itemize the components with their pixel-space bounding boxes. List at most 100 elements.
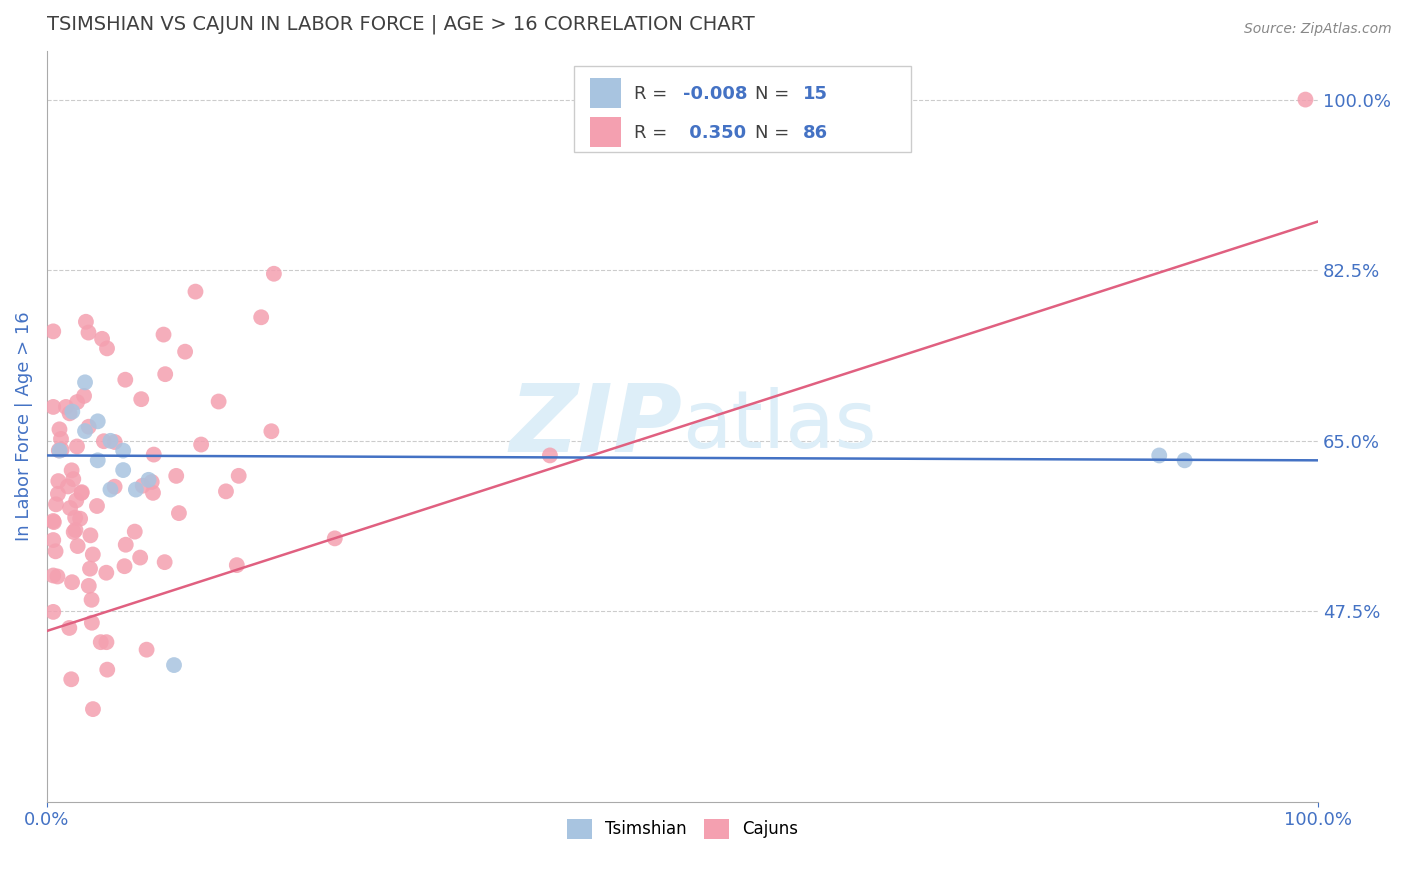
Cajuns bbox=[96, 342, 118, 356]
Cajuns bbox=[60, 463, 83, 477]
Cajuns bbox=[79, 528, 101, 542]
Cajuns bbox=[207, 394, 229, 409]
Cajuns bbox=[96, 566, 118, 580]
Tsimshian bbox=[163, 658, 186, 673]
Cajuns bbox=[263, 267, 285, 281]
Text: -0.008: -0.008 bbox=[682, 86, 747, 103]
Cajuns bbox=[59, 406, 82, 420]
Text: ZIP: ZIP bbox=[509, 380, 682, 472]
Cajuns bbox=[96, 635, 118, 649]
Cajuns bbox=[62, 524, 84, 539]
Tsimshian bbox=[73, 424, 96, 438]
Cajuns bbox=[42, 605, 65, 619]
Cajuns bbox=[55, 400, 77, 414]
Cajuns bbox=[66, 395, 89, 409]
Y-axis label: In Labor Force | Age > 16: In Labor Force | Age > 16 bbox=[15, 311, 32, 541]
Cajuns bbox=[77, 326, 100, 340]
Cajuns bbox=[63, 510, 86, 524]
Cajuns bbox=[66, 539, 89, 553]
Cajuns bbox=[96, 663, 118, 677]
Cajuns bbox=[538, 449, 561, 463]
Text: R =: R = bbox=[634, 86, 673, 103]
Tsimshian bbox=[87, 453, 110, 467]
Cajuns bbox=[48, 443, 70, 458]
Cajuns bbox=[129, 550, 152, 565]
Tsimshian bbox=[125, 483, 148, 497]
Text: Source: ZipAtlas.com: Source: ZipAtlas.com bbox=[1244, 22, 1392, 37]
Legend: Tsimshian, Cajuns: Tsimshian, Cajuns bbox=[561, 812, 804, 846]
Cajuns bbox=[60, 575, 83, 590]
Text: 15: 15 bbox=[803, 86, 828, 103]
Text: N =: N = bbox=[755, 86, 794, 103]
Cajuns bbox=[114, 538, 136, 552]
Cajuns bbox=[190, 437, 212, 451]
Cajuns bbox=[65, 493, 87, 508]
Cajuns bbox=[165, 468, 187, 483]
Cajuns bbox=[104, 435, 127, 450]
Cajuns bbox=[104, 480, 127, 494]
Cajuns bbox=[45, 497, 67, 511]
Cajuns bbox=[58, 621, 80, 635]
Tsimshian bbox=[100, 434, 122, 448]
Cajuns bbox=[93, 434, 115, 449]
Cajuns bbox=[45, 544, 67, 558]
Tsimshian bbox=[48, 443, 70, 458]
Cajuns bbox=[215, 484, 238, 499]
Cajuns bbox=[69, 511, 91, 525]
Cajuns bbox=[42, 400, 65, 414]
Tsimshian bbox=[138, 473, 160, 487]
Cajuns bbox=[167, 506, 190, 520]
Cajuns bbox=[79, 562, 101, 576]
Cajuns bbox=[250, 310, 273, 325]
Cajuns bbox=[82, 702, 104, 716]
Cajuns bbox=[129, 392, 152, 407]
Cajuns bbox=[62, 472, 84, 486]
Cajuns bbox=[155, 367, 177, 381]
Cajuns bbox=[152, 327, 174, 342]
Cajuns bbox=[82, 548, 104, 562]
Cajuns bbox=[46, 487, 69, 501]
Cajuns bbox=[225, 558, 247, 573]
Cajuns bbox=[135, 642, 157, 657]
Cajuns bbox=[46, 569, 69, 583]
Text: 86: 86 bbox=[803, 124, 828, 142]
Cajuns bbox=[228, 468, 250, 483]
Cajuns bbox=[80, 592, 103, 607]
Cajuns bbox=[184, 285, 207, 299]
Tsimshian bbox=[73, 376, 96, 390]
FancyBboxPatch shape bbox=[589, 78, 621, 108]
Cajuns bbox=[90, 635, 112, 649]
Tsimshian bbox=[100, 483, 122, 497]
Cajuns bbox=[56, 479, 79, 493]
Cajuns bbox=[124, 524, 146, 539]
Tsimshian bbox=[112, 463, 135, 477]
FancyBboxPatch shape bbox=[589, 117, 621, 146]
Tsimshian bbox=[1174, 453, 1197, 467]
Cajuns bbox=[1294, 93, 1316, 107]
Cajuns bbox=[142, 448, 165, 462]
Text: TSIMSHIAN VS CAJUN IN LABOR FORCE | AGE > 16 CORRELATION CHART: TSIMSHIAN VS CAJUN IN LABOR FORCE | AGE … bbox=[46, 15, 755, 35]
Cajuns bbox=[86, 499, 108, 513]
Cajuns bbox=[51, 442, 73, 457]
Tsimshian bbox=[87, 414, 110, 428]
Text: R =: R = bbox=[634, 124, 673, 142]
Cajuns bbox=[131, 479, 153, 493]
Cajuns bbox=[80, 615, 103, 630]
Cajuns bbox=[114, 559, 136, 574]
Cajuns bbox=[59, 501, 82, 516]
Cajuns bbox=[42, 533, 65, 547]
Cajuns bbox=[42, 568, 65, 582]
Cajuns bbox=[66, 440, 89, 454]
Cajuns bbox=[65, 523, 87, 537]
Cajuns bbox=[60, 673, 83, 687]
Tsimshian bbox=[112, 443, 135, 458]
Cajuns bbox=[260, 424, 283, 438]
Cajuns bbox=[77, 419, 100, 434]
Cajuns bbox=[49, 432, 72, 446]
Cajuns bbox=[73, 389, 96, 403]
Cajuns bbox=[42, 514, 65, 528]
Cajuns bbox=[75, 315, 97, 329]
Cajuns bbox=[153, 555, 176, 569]
FancyBboxPatch shape bbox=[575, 66, 911, 153]
Cajuns bbox=[114, 373, 136, 387]
